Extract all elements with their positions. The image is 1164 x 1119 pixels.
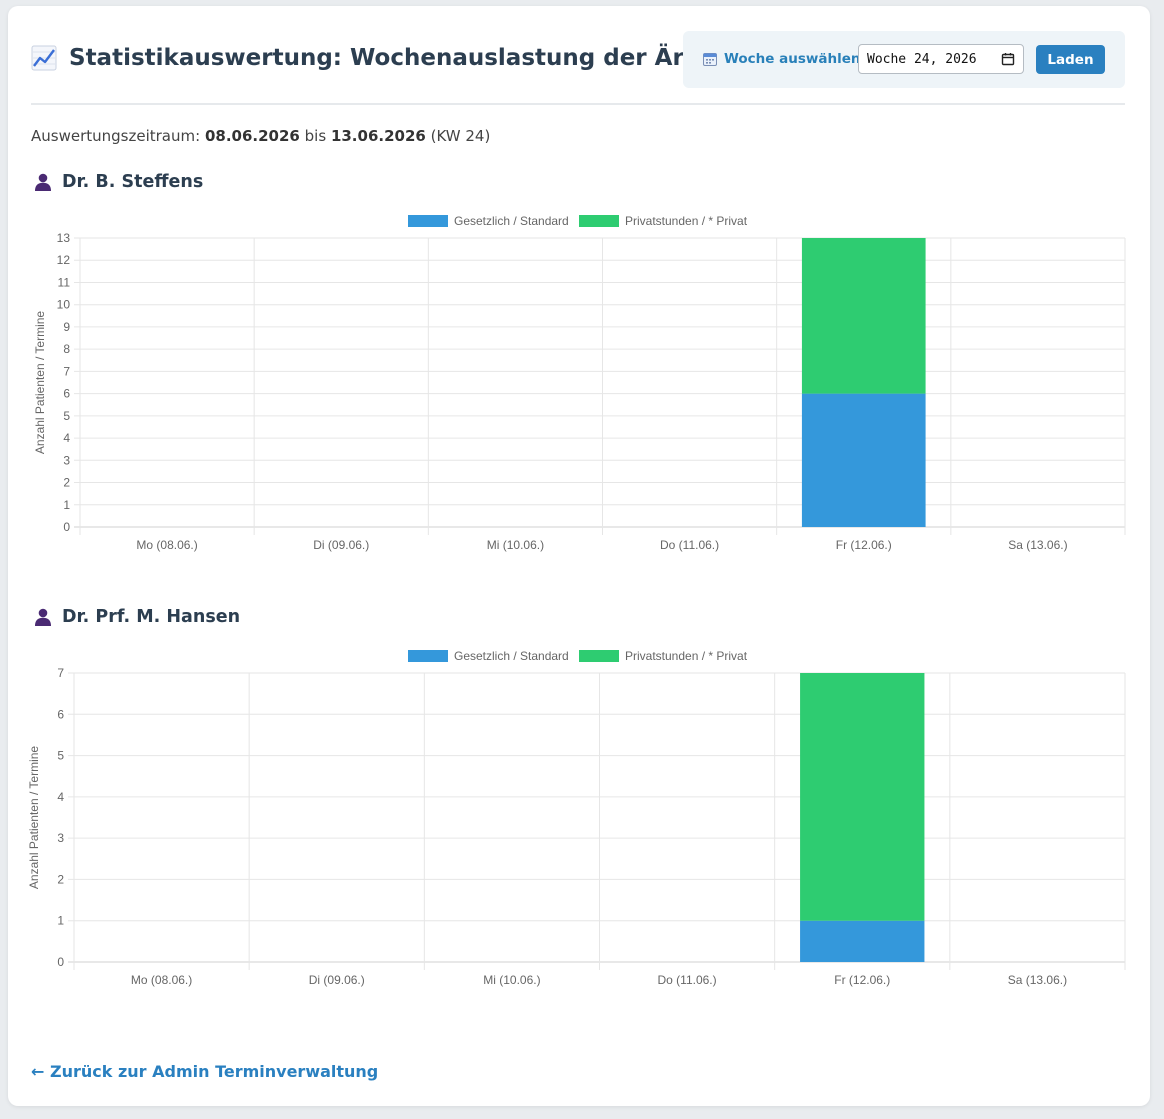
week-label: Woche auswählen: [703, 51, 866, 67]
legend-swatch [579, 650, 619, 662]
y-tick-label: 5 [57, 749, 64, 763]
x-tick-label: Mi (10.06.) [483, 973, 540, 987]
evaluation-period: Auswertungszeitraum: 08.06.2026 bis 13.0… [31, 127, 490, 145]
x-tick-label: Di (09.06.) [313, 538, 369, 552]
x-tick-label: Mo (08.06.) [136, 538, 197, 552]
period-start: 08.06.2026 [204, 127, 300, 145]
y-tick-label: 0 [63, 520, 70, 534]
y-tick-label: 9 [63, 320, 70, 334]
person-icon [35, 173, 51, 191]
doctor-name: Dr. B. Steffens [62, 172, 204, 192]
bar-standard[interactable] [800, 920, 925, 962]
page-card: Statistikauswertung: Wochenauslastung de… [8, 6, 1150, 1106]
legend-item[interactable]: Gesetzlich / Standard [408, 649, 569, 663]
y-axis-label: Anzahl Patienten / Termine [27, 746, 41, 890]
x-tick-label: Do (11.06.) [658, 973, 717, 987]
bar-private[interactable] [800, 673, 925, 921]
y-axis-label: Anzahl Patienten / Termine [33, 311, 47, 455]
y-tick-label: 11 [58, 275, 71, 289]
legend-label: Gesetzlich / Standard [454, 214, 569, 228]
x-tick-label: Sa (13.06.) [1008, 973, 1067, 987]
legend-swatch [579, 215, 619, 227]
period-prefix: Auswertungszeitraum: [31, 127, 201, 145]
page-title-text: Statistikauswertung: Wochenauslastung de… [69, 45, 724, 71]
y-tick-label: 4 [63, 431, 70, 445]
calendar-icon [703, 53, 717, 66]
person-icon [35, 608, 51, 626]
legend-item[interactable]: Privatstunden / * Privat [579, 214, 748, 228]
x-tick-label: Di (09.06.) [309, 973, 365, 987]
y-tick-label: 6 [57, 707, 64, 721]
doctor-heading-steffens: Dr. B. Steffens [33, 172, 203, 192]
doctor-heading-hansen: Dr. Prf. M. Hansen [33, 607, 240, 627]
x-tick-label: Fr (12.06.) [836, 538, 892, 552]
y-tick-label: 0 [57, 955, 64, 969]
back-link[interactable]: ← Zurück zur Admin Terminverwaltung [31, 1062, 379, 1081]
legend-label: Privatstunden / * Privat [625, 649, 748, 663]
legend-label: Privatstunden / * Privat [625, 214, 748, 228]
x-tick-label: Mo (08.06.) [131, 973, 192, 987]
load-button[interactable]: Laden [1036, 45, 1105, 74]
doctor-name: Dr. Prf. M. Hansen [62, 607, 241, 627]
x-tick-label: Mi (10.06.) [487, 538, 544, 552]
y-tick-label: 8 [63, 342, 70, 356]
bar-private[interactable] [801, 238, 926, 394]
y-tick-label: 4 [57, 790, 64, 804]
page-title: Statistikauswertung: Wochenauslastung de… [31, 45, 724, 71]
y-tick-label: 7 [63, 364, 70, 378]
y-tick-label: 3 [57, 831, 64, 845]
week-label-text: Woche auswählen: [724, 51, 866, 67]
bar-standard[interactable] [801, 393, 926, 527]
y-tick-label: 12 [57, 253, 71, 267]
chart-increasing-icon [31, 45, 57, 71]
y-tick-label: 6 [63, 387, 70, 401]
legend-swatch [408, 650, 448, 662]
legend-item[interactable]: Gesetzlich / Standard [408, 214, 569, 228]
legend-item[interactable]: Privatstunden / * Privat [579, 649, 748, 663]
calendar-picker-icon[interactable] [1001, 52, 1015, 66]
x-tick-label: Do (11.06.) [660, 538, 719, 552]
period-suffix: (KW 24) [430, 127, 491, 145]
week-input-value: Woche 24, 2026 [867, 51, 977, 67]
week-selector: Woche auswählen: Woche 24, 2026 Laden [683, 31, 1125, 88]
y-tick-label: 2 [57, 872, 64, 886]
bar-chart-hansen: Gesetzlich / Standard Privatstunden / * P… [27, 649, 1126, 987]
week-input[interactable]: Woche 24, 2026 [858, 44, 1024, 74]
period-middle: bis [304, 127, 327, 145]
y-tick-label: 1 [63, 498, 70, 512]
x-tick-label: Fr (12.06.) [834, 973, 890, 987]
legend-swatch [408, 215, 448, 227]
y-tick-label: 2 [63, 476, 70, 490]
page-header: Statistikauswertung: Wochenauslastung de… [31, 31, 1125, 105]
y-tick-label: 1 [57, 914, 64, 928]
y-tick-label: 7 [57, 666, 64, 680]
legend-label: Gesetzlich / Standard [454, 649, 569, 663]
y-tick-label: 5 [63, 409, 70, 423]
y-tick-label: 3 [63, 453, 70, 467]
bar-chart-steffens: Gesetzlich / Standard Privatstunden / * P… [33, 214, 1126, 552]
y-tick-label: 10 [57, 298, 71, 312]
y-tick-label: 13 [57, 231, 71, 245]
x-tick-label: Sa (13.06.) [1008, 538, 1067, 552]
period-end: 13.06.2026 [330, 127, 426, 145]
